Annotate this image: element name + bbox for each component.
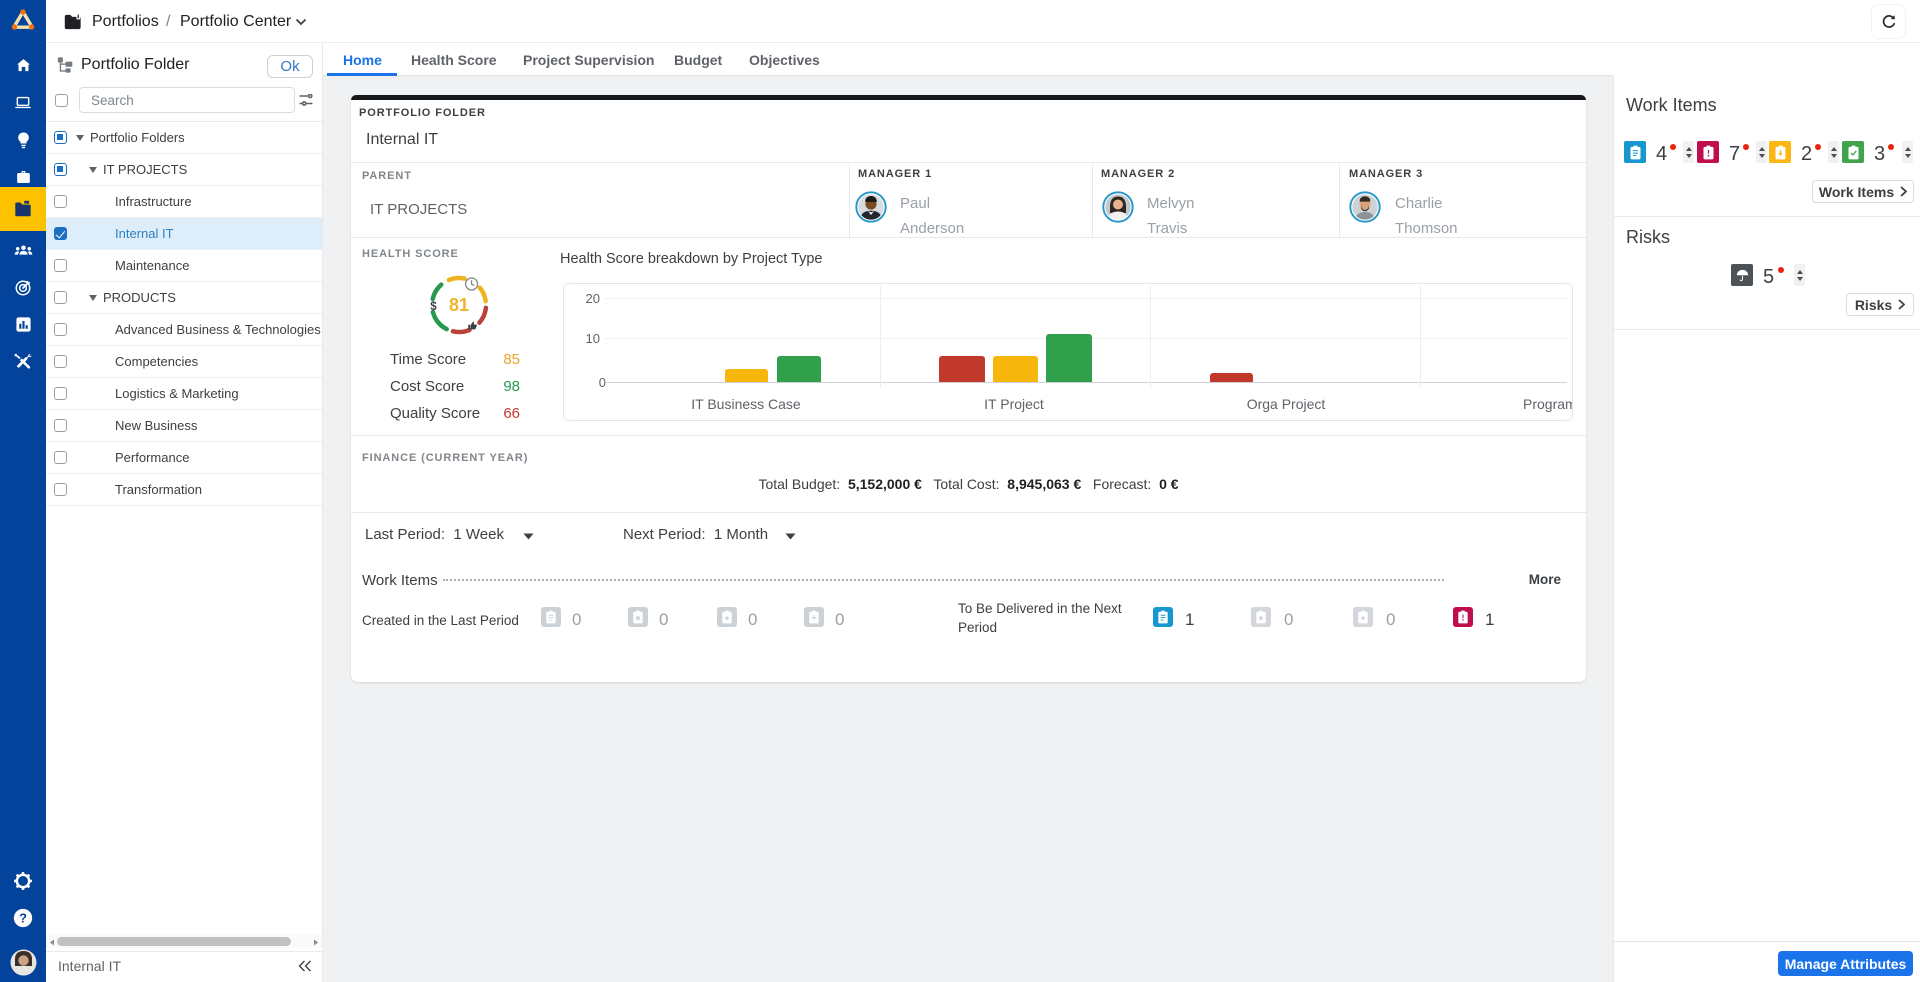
- svg-text:81: 81: [449, 295, 469, 315]
- svg-text:?: ?: [19, 910, 27, 925]
- svg-text:$: $: [430, 301, 437, 313]
